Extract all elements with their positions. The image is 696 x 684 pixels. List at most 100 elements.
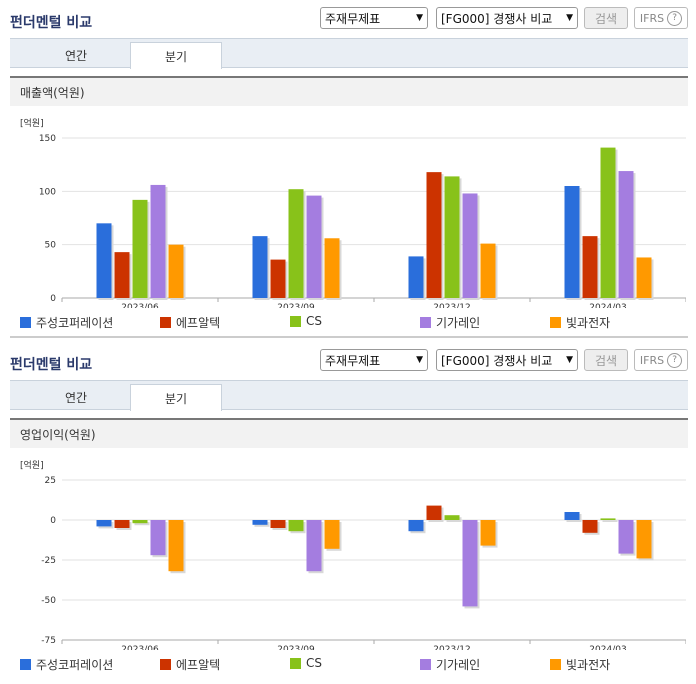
help-icon[interactable]: ?	[667, 352, 683, 368]
tab-annual[interactable]: 연간	[64, 48, 88, 63]
bar[interactable]	[582, 236, 598, 298]
legend-item[interactable]: CS	[290, 314, 322, 328]
legend-swatch	[290, 657, 301, 669]
bar[interactable]	[150, 184, 166, 298]
bar[interactable]	[582, 520, 598, 533]
legend-swatch	[420, 659, 431, 670]
bar[interactable]	[444, 176, 460, 298]
bar[interactable]	[636, 520, 652, 559]
bar[interactable]	[270, 259, 286, 298]
bar[interactable]	[252, 236, 268, 298]
bar[interactable]	[96, 520, 112, 527]
bar[interactable]	[252, 520, 268, 525]
bar[interactable]	[426, 505, 442, 520]
bar[interactable]	[618, 171, 634, 298]
chevron-down-icon: ▼	[416, 355, 423, 365]
search-button[interactable]: 검색	[584, 349, 628, 371]
bar[interactable]	[306, 195, 322, 298]
bar[interactable]	[270, 520, 286, 528]
y-tick-label: 50	[45, 241, 57, 251]
legend-item[interactable]: CS	[290, 656, 322, 670]
y-tick-label: 150	[39, 134, 56, 144]
ifrs-label: IFRS	[639, 11, 665, 25]
legend-item[interactable]: 기가레인	[420, 314, 480, 331]
y-tick-label: -25	[41, 556, 56, 566]
compare-select-value: [FG000] 경쟁사 비교	[441, 11, 553, 26]
y-unit-label: [억원]	[20, 117, 44, 129]
bar[interactable]	[600, 518, 616, 520]
legend-item[interactable]: 기가레인	[420, 656, 480, 673]
chevron-down-icon: ▼	[566, 355, 573, 365]
panel-header: 펀더멘털 비교 주재무제표 ▼ [FG000] 경쟁사 비교 ▼ 검색 IFRS…	[0, 0, 696, 36]
panel-title: 펀더멘털 비교	[10, 15, 93, 31]
bar[interactable]	[462, 193, 478, 298]
legend-swatch	[420, 317, 431, 328]
tab-quarterly[interactable]: 분기	[130, 42, 222, 69]
bar[interactable]	[168, 244, 184, 298]
bar[interactable]	[324, 238, 340, 298]
legend-swatch	[550, 317, 561, 328]
legend-label: 에프알텍	[176, 316, 221, 330]
statement-select-value: 주재무제표	[325, 11, 381, 26]
statement-select[interactable]: 주재무제표 ▼	[320, 349, 428, 371]
bar[interactable]	[168, 520, 184, 572]
legend-label: 빛과전자	[566, 658, 611, 672]
chart-legend: 주성코퍼레이션 에프알텍 CS 기가레인 빛과전자	[20, 656, 680, 672]
bar[interactable]	[288, 520, 304, 532]
legend-swatch	[550, 659, 561, 670]
statement-select[interactable]: 주재무제표 ▼	[320, 7, 428, 29]
bar[interactable]	[408, 520, 424, 532]
bar[interactable]	[150, 520, 166, 556]
legend-item[interactable]: 에프알텍	[160, 656, 220, 673]
bar[interactable]	[306, 520, 322, 572]
compare-select[interactable]: [FG000] 경쟁사 비교 ▼	[436, 7, 578, 29]
legend-item[interactable]: 에프알텍	[160, 314, 220, 331]
legend-item[interactable]: 주성코퍼레이션	[20, 314, 113, 331]
legend-item[interactable]: 주성코퍼레이션	[20, 656, 113, 673]
bar[interactable]	[114, 252, 130, 298]
search-button[interactable]: 검색	[584, 7, 628, 29]
y-tick-label: 25	[45, 476, 56, 486]
legend-label: 기가레인	[436, 658, 481, 672]
ifrs-button[interactable]: IFRS ?	[634, 349, 688, 371]
bar[interactable]	[564, 186, 580, 298]
bar[interactable]	[132, 199, 148, 298]
bar[interactable]	[426, 172, 442, 298]
bar[interactable]	[618, 520, 634, 554]
period-tabs: 연간 분기	[10, 380, 688, 411]
x-tick-label: 2024/03	[589, 645, 626, 650]
bar[interactable]	[480, 520, 496, 546]
legend-swatch	[20, 317, 31, 328]
x-tick-label: 2023/09	[277, 645, 315, 650]
ifrs-button[interactable]: IFRS ?	[634, 7, 688, 29]
bar[interactable]	[480, 243, 496, 298]
bar[interactable]	[462, 520, 478, 607]
bar[interactable]	[288, 189, 304, 298]
bar[interactable]	[96, 223, 112, 298]
bar[interactable]	[444, 515, 460, 520]
bar[interactable]	[114, 520, 130, 528]
compare-select-value: [FG000] 경쟁사 비교	[441, 353, 553, 368]
legend-item[interactable]: 빛과전자	[550, 656, 610, 673]
statement-select-value: 주재무제표	[325, 353, 381, 368]
tab-annual[interactable]: 연간	[64, 390, 88, 405]
legend-label: 기가레인	[436, 316, 481, 330]
bar[interactable]	[408, 256, 424, 298]
bar[interactable]	[132, 520, 148, 524]
legend-swatch	[160, 659, 171, 670]
bar[interactable]	[600, 147, 616, 298]
help-icon[interactable]: ?	[667, 10, 683, 26]
y-tick-label: 0	[50, 516, 56, 526]
legend-item[interactable]: 빛과전자	[550, 314, 610, 331]
bar[interactable]	[564, 512, 580, 520]
tab-quarterly[interactable]: 분기	[130, 384, 222, 411]
compare-select[interactable]: [FG000] 경쟁사 비교 ▼	[436, 349, 578, 371]
section-title: 매출액(억원)	[10, 76, 688, 106]
legend-label: CS	[306, 656, 322, 670]
bar-shadow	[134, 522, 150, 526]
bar[interactable]	[636, 257, 652, 298]
legend-swatch	[20, 659, 31, 670]
bar[interactable]	[324, 520, 340, 549]
panel-operating-income: 펀더멘털 비교 주재무제표 ▼ [FG000] 경쟁사 비교 ▼ 검색 IFRS…	[0, 342, 696, 684]
panel-title: 펀더멘털 비교	[10, 357, 93, 373]
